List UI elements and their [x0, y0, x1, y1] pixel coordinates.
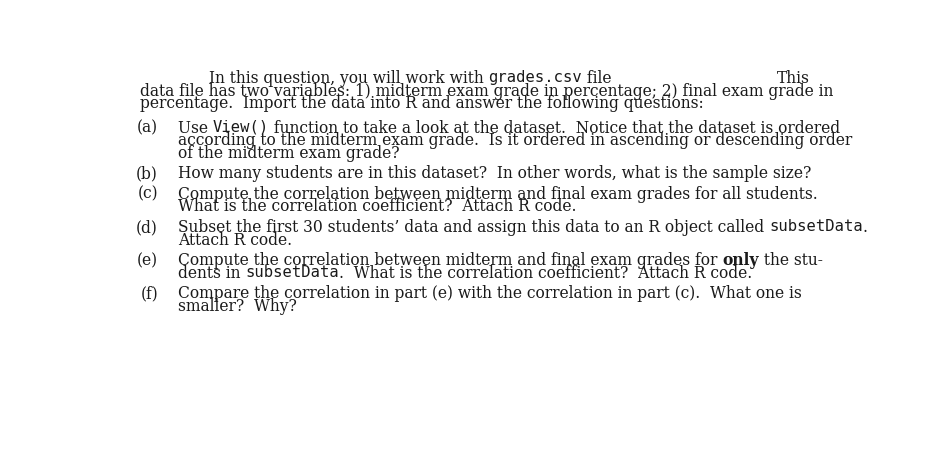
Text: How many students are in this dataset?  In other words, what is the sample size?: How many students are in this dataset? I…	[178, 165, 811, 183]
Text: Subset the first 30 students’ data and assign this data to an R object called: Subset the first 30 students’ data and a…	[178, 219, 770, 236]
Text: .  What is the correlation coefficient?  Attach R code.: . What is the correlation coefficient? A…	[339, 265, 753, 282]
Text: function to take a look at the dataset.  Notice that the dataset is ordered: function to take a look at the dataset. …	[269, 120, 841, 136]
Text: Compare the correlation in part (e) with the correlation in part (c).  What one : Compare the correlation in part (e) with…	[178, 285, 802, 302]
Text: (b): (b)	[136, 165, 158, 183]
Text: Attach R code.: Attach R code.	[178, 232, 293, 248]
Text: (c): (c)	[137, 186, 158, 203]
Text: .: .	[863, 219, 868, 236]
Text: file: file	[582, 70, 612, 87]
Text: the stu-: the stu-	[759, 252, 822, 269]
Text: Compute the correlation between midterm and final exam grades for: Compute the correlation between midterm …	[178, 252, 722, 269]
Text: subsetData: subsetData	[770, 219, 863, 234]
Text: Use: Use	[178, 120, 213, 136]
Text: In this question, you will work with: In this question, you will work with	[209, 70, 489, 87]
Text: subsetData: subsetData	[245, 265, 339, 280]
Text: View(): View()	[213, 120, 269, 134]
Text: (e): (e)	[137, 252, 158, 269]
Text: This: This	[777, 70, 809, 87]
Text: according to the midterm exam grade.  Is it ordered in ascending or descending o: according to the midterm exam grade. Is …	[178, 132, 852, 149]
Text: What is the correlation coefficient?  Attach R code.: What is the correlation coefficient? Att…	[178, 198, 577, 215]
Text: (f): (f)	[141, 285, 158, 302]
Text: data file has two variables: 1) midterm exam grade in percentage; 2) final exam : data file has two variables: 1) midterm …	[140, 83, 833, 99]
Text: only: only	[722, 252, 759, 269]
Text: (d): (d)	[136, 219, 158, 236]
Text: dents in: dents in	[178, 265, 245, 282]
Text: Compute the correlation between midterm and final exam grades for all students.: Compute the correlation between midterm …	[178, 186, 818, 203]
Text: of the midterm exam grade?: of the midterm exam grade?	[178, 145, 400, 162]
Text: (a): (a)	[137, 120, 158, 136]
Text: smaller?  Why?: smaller? Why?	[178, 298, 297, 315]
Text: percentage.  Import the data into R and answer the following questions:: percentage. Import the data into R and a…	[140, 95, 704, 112]
Text: grades.csv: grades.csv	[489, 70, 582, 85]
